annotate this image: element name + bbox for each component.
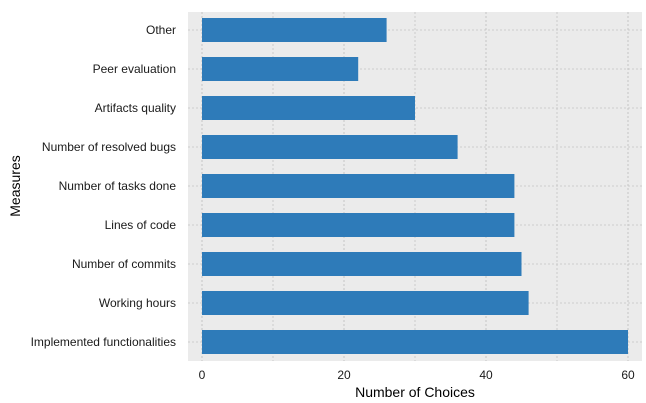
x-axis-title: Number of Choices — [355, 384, 475, 400]
bar — [202, 135, 458, 159]
bar — [202, 213, 515, 237]
y-tick-label: Peer evaluation — [93, 62, 176, 76]
bar — [202, 174, 515, 198]
bar — [202, 291, 529, 315]
bar — [202, 252, 522, 276]
y-tick-label: Number of tasks done — [59, 179, 177, 193]
y-tick-label: Artifacts quality — [95, 101, 176, 115]
bars — [202, 18, 628, 354]
bar — [202, 330, 628, 354]
bar — [202, 96, 415, 120]
y-tick-label: Working hours — [99, 296, 176, 310]
y-tick-labels: Other Peer evaluation Artifacts quality Num… — [31, 23, 177, 349]
bar — [202, 57, 359, 81]
y-axis-title: Measures — [7, 155, 23, 216]
y-tick-label: Other — [146, 23, 176, 37]
y-tick-label: Number of resolved bugs — [42, 140, 176, 154]
x-tick-labels: 0 20 40 60 — [199, 368, 635, 382]
y-tick-label: Number of commits — [72, 257, 176, 271]
x-tick-label: 20 — [337, 368, 351, 382]
x-tick-label: 0 — [199, 368, 206, 382]
bar — [202, 18, 387, 42]
x-tick-label: 60 — [621, 368, 635, 382]
x-tick-label: 40 — [479, 368, 493, 382]
y-tick-label: Lines of code — [105, 218, 177, 232]
y-tick-label: Implemented functionalities — [31, 335, 176, 349]
